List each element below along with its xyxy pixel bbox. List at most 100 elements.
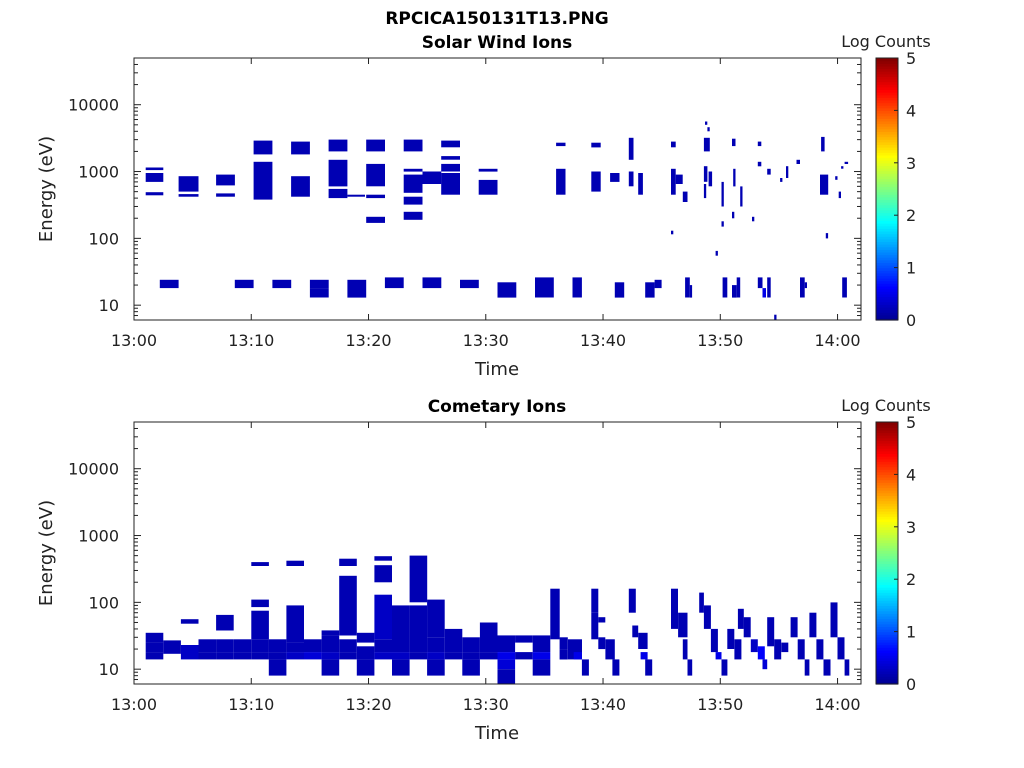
heatmap-cell xyxy=(628,171,634,187)
colorbar-segment xyxy=(876,636,898,641)
heatmap-cell xyxy=(462,637,480,653)
heatmap-cell xyxy=(339,652,357,660)
heatmap-cell xyxy=(460,279,479,289)
heatmap-cell xyxy=(671,141,676,148)
colorbar-segment xyxy=(876,139,898,143)
colorbar-segment xyxy=(876,518,898,523)
heatmap-cell xyxy=(699,592,704,613)
colorbar-segment xyxy=(876,435,898,439)
heatmap-cell xyxy=(462,659,480,676)
heatmap-cell xyxy=(216,614,234,631)
heatmap-cell xyxy=(216,174,235,186)
heatmap-cell xyxy=(366,194,385,199)
colorbar-segment xyxy=(876,89,898,93)
heatmap-cell xyxy=(638,173,643,195)
heatmap-cell xyxy=(145,642,164,653)
heatmap-cell xyxy=(767,277,771,298)
colorbar-segment xyxy=(876,60,898,64)
heatmap-cell xyxy=(145,192,164,196)
heatmap-cell xyxy=(497,652,516,660)
colorbar-tick-label: 2 xyxy=(906,570,916,589)
heatmap-cell xyxy=(721,181,724,207)
heatmap-cell xyxy=(780,178,783,182)
heatmap-cell xyxy=(427,599,445,638)
heatmap-cell xyxy=(403,174,423,193)
heatmap-cell xyxy=(790,617,798,638)
panel2-title: Cometary Ions xyxy=(428,397,567,417)
heatmap-cell xyxy=(591,612,599,640)
heatmap-cell xyxy=(736,277,741,298)
colorbar-segment xyxy=(876,547,898,551)
heatmap-cell xyxy=(321,652,340,660)
colorbar-segment xyxy=(876,663,898,667)
colorbar-segment xyxy=(876,537,898,541)
heatmap-cell xyxy=(550,588,560,640)
colorbar-segment xyxy=(876,160,898,164)
heatmap-cell xyxy=(743,617,751,638)
heatmap-cell xyxy=(705,121,708,125)
heatmap-cell xyxy=(710,628,718,653)
heatmap-cell xyxy=(403,168,423,172)
colorbar-segment xyxy=(876,482,898,486)
heatmap-cell xyxy=(715,652,722,660)
colorbar-segment xyxy=(876,676,898,680)
colorbar-segment xyxy=(876,597,898,601)
heatmap-cell xyxy=(216,652,234,660)
heatmap-cell xyxy=(427,652,445,660)
heatmap-cell xyxy=(532,659,551,676)
heatmap-cell xyxy=(479,652,498,660)
colorbar-tick-label: 3 xyxy=(906,518,916,537)
heatmap-cell xyxy=(216,639,234,653)
colorbar-segment xyxy=(876,123,898,127)
colorbar-segment xyxy=(876,196,898,201)
colorbar-segment xyxy=(876,115,898,119)
heatmap-cell xyxy=(734,639,742,660)
heatmap-cell xyxy=(409,652,428,660)
colorbar-segment xyxy=(876,223,898,227)
heatmap-cell xyxy=(286,605,304,643)
colorbar-segment xyxy=(876,495,898,499)
colorbar-segment xyxy=(876,259,898,263)
colorbar-segment xyxy=(876,484,898,489)
y-tick-label: 10 xyxy=(99,660,119,679)
colorbar-segment xyxy=(876,628,898,633)
colorbar-segment xyxy=(876,120,898,125)
colorbar-segment xyxy=(876,296,898,300)
colorbar-segment xyxy=(876,477,898,481)
colorbar-segment xyxy=(876,550,898,554)
x-tick-label: 13:20 xyxy=(345,331,391,350)
colorbar-segment xyxy=(876,516,898,520)
heatmap-cell xyxy=(612,659,620,676)
heatmap-cell xyxy=(253,161,273,200)
colorbar-segment xyxy=(876,490,898,494)
panel2-colorbar-title: Log Counts xyxy=(841,396,931,415)
y-tick-label: 1000 xyxy=(78,527,119,546)
heatmap-cell xyxy=(572,277,582,298)
panel1-title: Solar Wind Ions xyxy=(422,33,573,53)
colorbar-segment xyxy=(876,539,898,544)
heatmap-cell xyxy=(796,159,800,164)
heatmap-cell xyxy=(392,605,410,653)
heatmap-cell xyxy=(786,166,789,178)
heatmap-cell xyxy=(844,659,850,676)
heatmap-cell xyxy=(286,642,304,653)
heatmap-cell xyxy=(837,637,845,660)
heatmap-cell xyxy=(374,594,392,640)
colorbar-segment xyxy=(876,283,898,287)
colorbar-segment xyxy=(876,225,898,229)
colorbar-segment xyxy=(876,440,898,444)
heatmap-cell xyxy=(515,635,533,643)
colorbar-segment xyxy=(876,291,898,295)
colorbar-segment xyxy=(876,450,898,455)
colorbar-segment xyxy=(876,429,898,434)
heatmap-cell xyxy=(535,277,554,298)
heatmap-cell xyxy=(774,314,777,320)
colorbar-segment xyxy=(876,215,898,219)
colorbar-tick-label: 5 xyxy=(906,49,916,68)
heatmap-cell xyxy=(628,588,636,613)
colorbar-segment xyxy=(876,655,898,659)
colorbar-segment xyxy=(876,92,898,96)
heatmap-cell xyxy=(645,659,653,676)
heatmap-cell xyxy=(374,639,392,653)
colorbar-segment xyxy=(876,623,898,627)
